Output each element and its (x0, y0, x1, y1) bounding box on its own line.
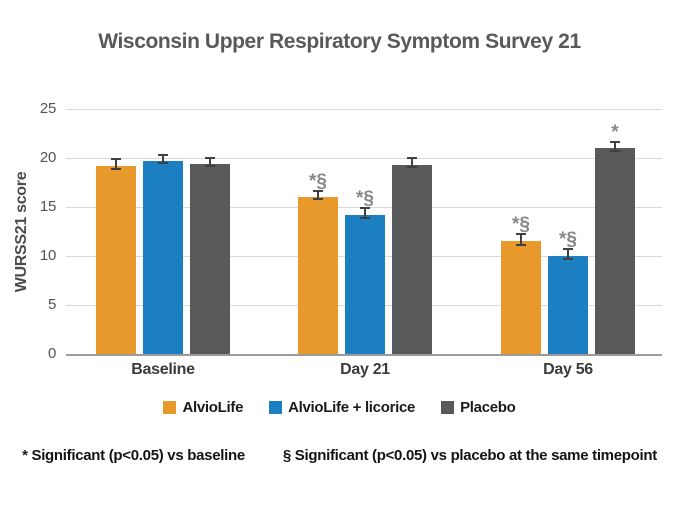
bar-placebo-day-21 (392, 164, 432, 354)
bar-alviolife-licorice-baseline (143, 160, 183, 354)
y-tick-20: 20 (39, 149, 56, 166)
barwrap (96, 109, 136, 354)
bar-group-day-21: *§ *§ (298, 109, 432, 354)
error-bar (111, 157, 121, 170)
x-tick-day-21: Day 21 (340, 361, 390, 378)
legend-swatch-icon (163, 401, 177, 414)
error-bar (407, 157, 417, 169)
bar-group-baseline (96, 109, 230, 354)
legend-label: AlvioLife (182, 399, 244, 416)
legend-item-placebo: Placebo (441, 399, 516, 416)
significance-annotation: *§ (512, 213, 530, 235)
y-tick-15: 15 (39, 198, 56, 215)
legend: AlvioLife AlvioLife + licorice Placebo (0, 399, 679, 416)
legend-label: Placebo (460, 399, 516, 416)
bar-alviolife-baseline (96, 165, 136, 354)
barwrap: *§ (548, 109, 588, 354)
bar-alviolife-day-21 (298, 197, 338, 354)
legend-item-alviolife: AlvioLife (163, 399, 243, 416)
barwrap: *§ (298, 109, 338, 354)
y-tick-5: 5 (47, 296, 56, 313)
significance-annotation: *§ (309, 171, 327, 193)
plot-area: *§ *§ *§ *§ * (66, 109, 662, 356)
y-tick-25: 25 (39, 100, 56, 117)
y-tick-0: 0 (47, 345, 56, 362)
bar-placebo-day-56 (595, 148, 635, 354)
legend-swatch-icon (269, 401, 283, 414)
x-tick-day-56: Day 56 (543, 361, 593, 378)
y-axis-label: WURSS21 score (13, 171, 30, 293)
bar-alviolife-day-56 (501, 241, 541, 354)
footnotes: * Significant (p<0.05) vs baseline § Sig… (0, 447, 679, 464)
barwrap (143, 109, 183, 354)
significance-annotation: * (611, 121, 619, 143)
error-bar (516, 232, 526, 246)
barwrap: * (595, 109, 635, 354)
chart-title: Wisconsin Upper Respiratory Symptom Surv… (98, 30, 581, 53)
footnote-placebo: § Significant (p<0.05) vs placebo at the… (282, 447, 657, 464)
barwrap (190, 109, 230, 354)
footnote-baseline: * Significant (p<0.05) vs baseline (22, 447, 245, 464)
error-bar (563, 248, 573, 260)
bar-group-day-56: *§ *§ * (501, 109, 635, 354)
barwrap (392, 109, 432, 354)
legend-swatch-icon (441, 401, 455, 414)
legend-item-alviolife-licorice: AlvioLife + licorice (269, 399, 415, 416)
error-bar (158, 153, 168, 165)
gridline-25 (66, 109, 662, 110)
barwrap: *§ (501, 109, 541, 354)
error-bar (610, 140, 620, 152)
x-tick-baseline: Baseline (131, 361, 195, 378)
significance-annotation: *§ (559, 229, 577, 251)
bar-placebo-baseline (190, 163, 230, 354)
bar-alviolife-licorice-day-21 (345, 214, 385, 354)
error-bar (360, 206, 370, 219)
gridline-20 (66, 158, 662, 159)
error-bar (313, 190, 323, 201)
legend-label: AlvioLife + licorice (288, 399, 416, 416)
barwrap: *§ (345, 109, 385, 354)
bar-alviolife-licorice-day-56 (548, 256, 588, 354)
significance-annotation: *§ (356, 187, 374, 209)
y-tick-10: 10 (39, 247, 56, 264)
error-bar (205, 156, 215, 167)
